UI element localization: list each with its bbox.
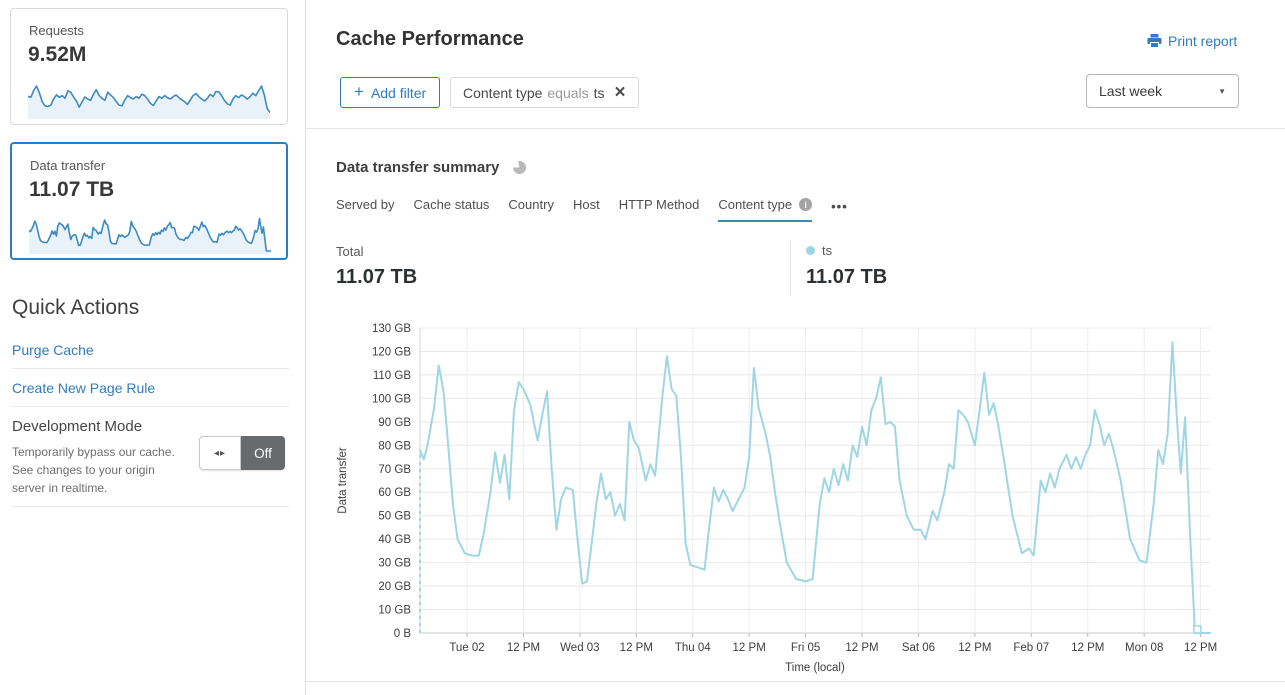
x-tick-label: 12 PM: [958, 642, 991, 654]
x-tick-label: 12 PM: [845, 642, 878, 654]
tab-content-type-label: Content type: [718, 197, 793, 212]
y-tick-label: 30 GB: [378, 558, 411, 570]
legend-item-ts[interactable]: ts: [806, 243, 832, 258]
tab-cache-status[interactable]: Cache status: [413, 197, 490, 212]
data-transfer-sparkline: [29, 217, 271, 254]
tab-served-by[interactable]: Served by: [336, 197, 395, 212]
development-mode-title: Development Mode: [12, 418, 143, 435]
x-tick-label: 12 PM: [507, 642, 540, 654]
printer-icon: [1147, 34, 1162, 48]
total-value: 11.07 TB: [336, 266, 418, 288]
y-tick-label: 110 GB: [373, 370, 411, 382]
series-end-marker: [1193, 625, 1202, 634]
x-tick-label: 12 PM: [733, 642, 766, 654]
filter-operator: equals: [547, 84, 589, 101]
tab-country[interactable]: Country: [508, 197, 554, 212]
pie-chart-icon: [513, 161, 526, 174]
stats-divider: [790, 240, 791, 296]
quick-actions-title: Quick Actions: [12, 296, 140, 319]
requests-card-label: Requests: [29, 23, 84, 38]
tab-http-method[interactable]: HTTP Method: [618, 197, 700, 212]
filter-chip-content-type[interactable]: Content type equals ts ×: [450, 77, 639, 108]
y-tick-label: 0 B: [394, 628, 412, 640]
header-divider: [306, 128, 1285, 129]
chevron-down-icon: ▼: [1218, 86, 1226, 96]
x-tick-label: Fri 05: [791, 642, 820, 654]
toggle-state-label: Off: [241, 436, 285, 470]
data-transfer-card-value: 11.07 TB: [29, 178, 115, 201]
print-report-label: Print report: [1168, 33, 1238, 49]
bottom-divider: [306, 681, 1285, 682]
x-tick-label: Thu 04: [675, 642, 711, 654]
y-tick-label: 50 GB: [378, 511, 411, 523]
quick-actions-divider-1: [12, 368, 289, 369]
summary-tabs: Served by Cache status Country Host HTTP…: [336, 197, 848, 222]
y-tick-label: 60 GB: [378, 487, 411, 499]
development-mode-toggle[interactable]: ◂▸ Off: [199, 436, 285, 470]
add-filter-label: Add filter: [370, 84, 427, 101]
remove-filter-icon[interactable]: ×: [614, 82, 626, 103]
total-label: Total: [336, 244, 364, 259]
toggle-knob: ◂▸: [199, 436, 241, 470]
toggle-arrows-icon: ◂▸: [213, 447, 227, 459]
x-tick-label: 12 PM: [1071, 642, 1104, 654]
y-tick-label: 130 GB: [372, 323, 411, 335]
data-transfer-card-label: Data transfer: [30, 158, 106, 173]
sidebar-divider: [305, 0, 306, 695]
y-tick-label: 40 GB: [378, 534, 411, 546]
y-tick-label: 100 GB: [372, 393, 411, 405]
main-chart[interactable]: 0 B 10 GB 20 GB 30 GB 40 GB 50 GB 60 GB 70 GB 80…: [330, 318, 1242, 680]
legend-name: ts: [822, 243, 833, 258]
x-tick-label: Wed 03: [560, 642, 599, 654]
x-tick-label: 12 PM: [1184, 642, 1217, 654]
tab-content-type[interactable]: Content type i: [718, 197, 813, 222]
plus-icon: +: [354, 82, 364, 101]
y-tick-label: 10 GB: [378, 605, 411, 617]
legend-dot: [806, 246, 815, 255]
quick-actions-divider-2: [12, 406, 289, 407]
y-axis-title: Data transfer: [337, 447, 349, 514]
x-tick-label: Sat 06: [902, 642, 935, 654]
requests-card[interactable]: Requests 9.52M: [10, 8, 288, 125]
x-tick-label: Mon 08: [1125, 642, 1163, 654]
create-page-rule-link[interactable]: Create New Page Rule: [12, 380, 156, 396]
y-tick-label: 20 GB: [378, 581, 411, 593]
y-tick-label: 70 GB: [378, 464, 411, 476]
x-axis-title: Time (local): [785, 662, 845, 674]
x-tick-label: Tue 02: [449, 642, 484, 654]
y-tick-label: 90 GB: [378, 417, 411, 429]
y-tick-label: 80 GB: [378, 440, 411, 452]
filter-field: Content type: [463, 84, 543, 101]
x-tick-label: 12 PM: [620, 642, 653, 654]
requests-card-value: 9.52M: [28, 43, 87, 66]
page-title: Cache Performance: [336, 28, 524, 50]
data-transfer-card[interactable]: Data transfer 11.07 TB: [10, 142, 288, 260]
add-filter-button[interactable]: + Add filter: [340, 77, 441, 108]
requests-sparkline: [28, 85, 270, 119]
y-tick-label: 120 GB: [372, 346, 411, 358]
x-tick-label: Feb 07: [1013, 642, 1049, 654]
tab-host[interactable]: Host: [572, 197, 600, 212]
time-range-value: Last week: [1099, 83, 1163, 99]
series-line-ts: [419, 341, 1211, 634]
more-tabs-button[interactable]: •••: [831, 199, 848, 214]
filter-value: ts: [593, 84, 605, 101]
quick-actions-divider-3: [12, 506, 289, 507]
purge-cache-link[interactable]: Purge Cache: [12, 342, 94, 358]
time-range-select[interactable]: Last week ▼: [1086, 74, 1239, 108]
print-report-button[interactable]: Print report: [1147, 33, 1237, 49]
summary-title: Data transfer summary: [336, 159, 500, 176]
development-mode-description: Temporarily bypass our cache. See change…: [12, 445, 175, 495]
legend-value: 11.07 TB: [806, 266, 888, 288]
info-icon[interactable]: i: [799, 198, 813, 211]
